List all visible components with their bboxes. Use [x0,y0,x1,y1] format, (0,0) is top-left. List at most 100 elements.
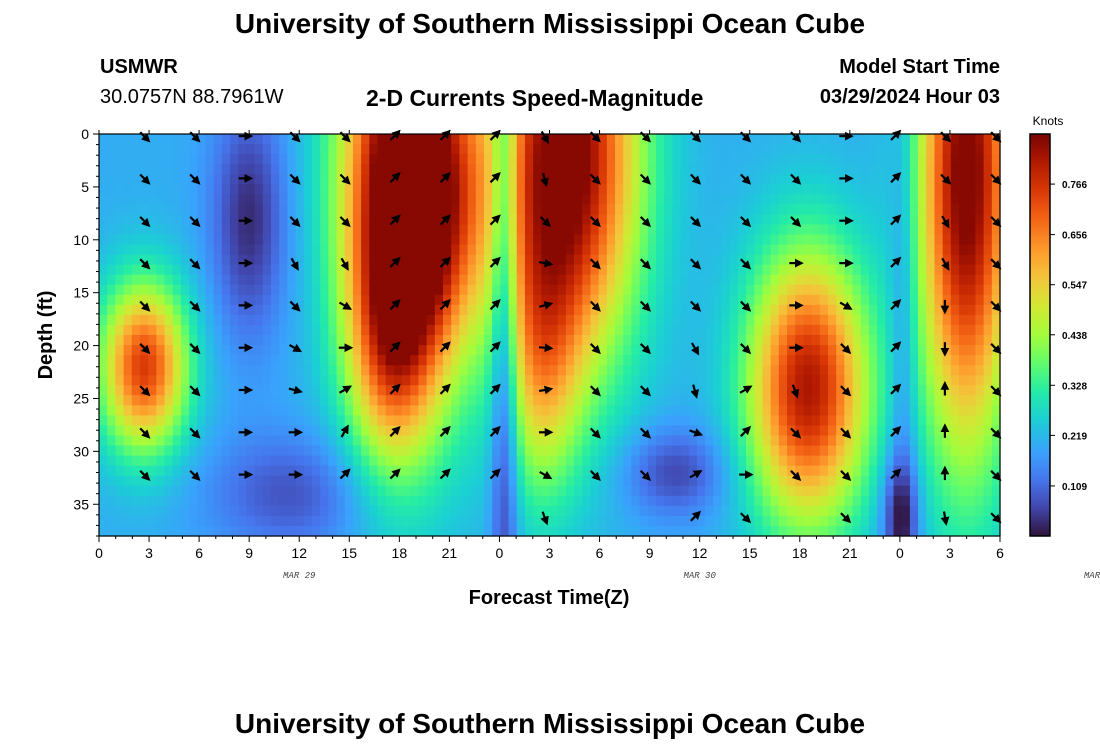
heatmap-cell [271,244,280,256]
heatmap-cell [770,475,780,487]
heatmap-cell [475,405,485,416]
heatmap-cell [615,174,624,185]
current-vector-arrow [389,299,401,311]
heatmap-cell [262,445,272,457]
heatmap-cell [615,515,624,527]
heatmap-cell [205,274,215,286]
heatmap-cell [533,385,542,396]
heatmap-cell [197,455,207,467]
heatmap-cell [516,495,526,507]
heatmap-cell [623,244,633,256]
heatmap-cell [451,314,460,326]
heatmap-cell [967,214,977,226]
heatmap-cell [713,204,723,215]
heatmap-cell [893,244,903,256]
heatmap-cell [213,375,223,386]
heatmap-cell [369,284,379,296]
heatmap-cell [238,495,248,507]
heatmap-cell [549,515,559,527]
heatmap-cell [893,495,903,507]
heatmap-cell [385,264,395,276]
heatmap-cell [623,465,633,477]
heatmap-cell [148,515,157,527]
heatmap-cell [762,304,772,316]
heatmap-cell [115,304,125,316]
heatmap-cell [672,244,682,256]
heatmap-cell [377,264,387,276]
heatmap-cell [180,385,190,396]
heatmap-cell [213,455,223,467]
heatmap-cell [262,465,272,477]
heatmap-cell [475,455,485,467]
heatmap-cell [836,274,845,286]
current-vector-arrow [589,300,601,312]
heatmap-cell [934,244,944,256]
heatmap-cell [787,345,796,356]
heatmap-cell [959,525,968,537]
heatmap-cell [942,164,952,175]
heatmap-cell [705,224,714,236]
heatmap-cell [148,355,157,366]
heatmap-cell [500,284,510,296]
heatmap-cell [705,505,714,517]
heatmap-cell [221,134,231,145]
heatmap-cell [803,395,813,406]
heatmap-cell [238,174,248,185]
heatmap-cell [352,154,362,165]
heatmap-cell [647,224,657,236]
heatmap-cell [934,214,944,226]
heatmap-cell [868,405,878,416]
heatmap-cell [918,314,927,326]
heatmap-cell [107,425,116,437]
heatmap-cell [238,395,248,406]
heatmap-cell [311,365,321,376]
heatmap-cell [148,415,157,427]
heatmap-cell [721,345,731,356]
heatmap-cell [131,294,141,306]
heatmap-cell [303,194,313,205]
heatmap-cell [377,184,387,195]
heatmap-cell [705,525,714,537]
heatmap-cell [664,355,673,366]
heatmap-cell [410,134,420,145]
heatmap-cell [557,174,567,185]
heatmap-cell [549,274,559,286]
heatmap-cell [311,455,321,467]
heatmap-cell [811,234,821,246]
heatmap-cell [230,244,239,256]
heatmap-cell [647,134,657,145]
heatmap-cell [664,324,673,336]
heatmap-cell [836,395,845,406]
heatmap-cell [574,455,583,467]
heatmap-cell [770,254,780,266]
heatmap-cell [754,475,764,487]
heatmap-cell [778,395,788,406]
heatmap-cell [803,365,813,376]
heatmap-cell [688,365,698,376]
heatmap-cell [148,435,157,447]
heatmap-cell [197,435,207,447]
heatmap-cell [983,204,993,215]
heatmap-cell [615,395,624,406]
heatmap-cell [369,164,379,175]
heatmap-cell [819,214,829,226]
heatmap-cell [860,475,870,487]
heatmap-cell [696,144,706,155]
heatmap-cell [565,405,575,416]
heatmap-cell [967,324,977,336]
heatmap-cell [139,445,149,457]
heatmap-cell [688,495,698,507]
heatmap-cell [688,455,698,467]
heatmap-cell [107,455,116,467]
heatmap-cell [713,515,723,527]
heatmap-cell [164,194,174,205]
heatmap-cell [615,324,624,336]
heatmap-cell [549,304,559,316]
heatmap-cell [107,144,116,155]
heatmap-cell [770,455,780,467]
heatmap-cell [451,284,460,296]
heatmap-cell [705,395,714,406]
heatmap-cell [852,144,862,155]
heatmap-cell [975,224,985,236]
heatmap-cell [320,144,329,155]
